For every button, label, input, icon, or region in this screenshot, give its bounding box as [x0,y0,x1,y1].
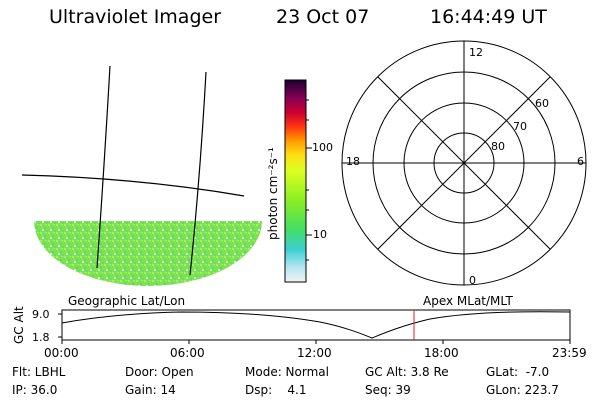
mode-info: Mode: Normal [245,365,329,379]
polar-plot [341,40,587,286]
orbit-x-tick: 23:59 [552,346,587,360]
orbit-axis-label: GC Alt [12,306,26,344]
polar-mlt-18: 18 [346,155,360,168]
geo-grid-line [189,71,207,276]
glon-info: GLon: 223.7 [486,383,559,397]
uv-image-swath [34,221,262,286]
gain-info: Gain: 14 [125,383,176,397]
polar-lat-70: 70 [513,120,527,133]
dsp-info: Dsp: 4.1 [245,383,307,397]
glat-info: GLat: -7.0 [486,365,550,379]
ip-info: IP: 36.0 [12,383,58,397]
polar-mlt-6: 6 [577,155,584,168]
geo-grid-line [96,65,111,269]
gc-alt-info: GC Alt: 3.8 Re [365,365,449,379]
polar-lat-60: 60 [535,97,549,110]
colorbar-tick-100: 100 [312,141,333,154]
instrument-title: Ultraviolet Imager [49,6,222,28]
seq-info: Seq: 39 [365,383,411,397]
date-label: 23 Oct 07 [276,6,370,28]
colorbar-tick-10: 10 [313,228,327,241]
door-info: Door: Open [125,365,194,379]
geographic-panel-label: Geographic Lat/Lon [68,294,186,308]
geo-grid-line [21,174,245,197]
color-bar [284,79,307,283]
apex-panel-label: Apex MLat/MLT [423,294,513,308]
orbit-x-tick: 12:00 [297,346,332,360]
polar-mlt-12: 12 [469,46,483,59]
orbit-y-top: 9.0 [32,308,50,321]
orbit-x-tick: 00:00 [44,346,79,360]
polar-lat-80: 80 [491,140,505,153]
filter-info: Flt: LBHL [12,365,66,379]
orbit-x-tick: 06:00 [170,346,205,360]
polar-mlt-0: 0 [469,274,476,287]
colorbar-unit-label: photon cm⁻²s⁻¹ [266,147,280,240]
orbit-plot-frame [61,309,571,341]
time-label: 16:44:49 UT [430,6,547,28]
orbit-altitude-curve [61,311,571,339]
orbit-y-bottom: 1.8 [32,331,50,344]
orbit-x-tick: 18:00 [424,346,459,360]
